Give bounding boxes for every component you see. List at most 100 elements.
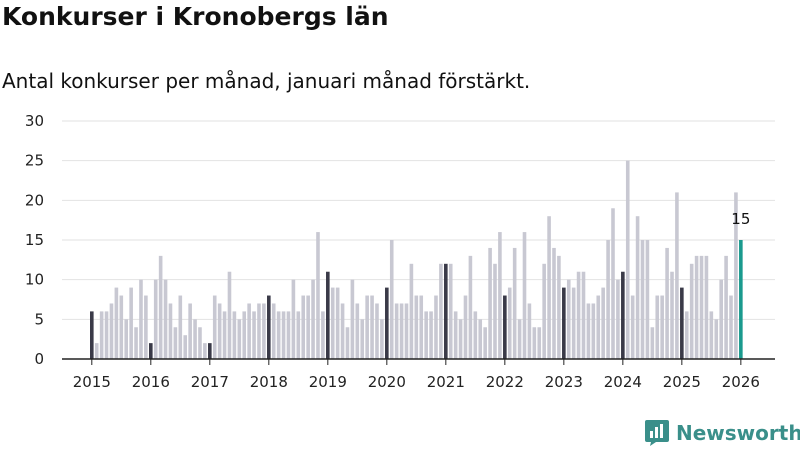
bar (276, 311, 281, 359)
bar (414, 295, 419, 359)
bar (227, 271, 232, 359)
bar (537, 327, 542, 359)
bar (635, 216, 640, 359)
bar (542, 263, 546, 359)
newsworthy-logo[interactable]: Newsworthy (644, 419, 800, 447)
y-tick-label: 10 (25, 271, 44, 289)
bar (684, 311, 689, 359)
y-tick-label: 30 (25, 112, 44, 130)
bar (493, 263, 497, 359)
bar (109, 303, 114, 359)
bar (183, 335, 188, 359)
y-tick-label: 15 (25, 231, 44, 249)
bar (473, 311, 478, 359)
bar-january (562, 287, 566, 359)
bar (640, 240, 645, 359)
bar (419, 295, 424, 359)
bar (188, 303, 192, 359)
x-tick-label: 2021 (427, 373, 465, 391)
bar (212, 295, 217, 359)
bar (316, 232, 320, 359)
bar (724, 255, 728, 359)
bar (394, 303, 399, 359)
bar (571, 287, 576, 359)
bar (257, 303, 261, 359)
bar (286, 311, 291, 359)
bar (606, 240, 610, 359)
bar (576, 271, 581, 359)
bar (522, 232, 527, 359)
bar (699, 255, 704, 359)
bar (94, 343, 99, 359)
bar (586, 303, 591, 359)
bar (124, 319, 129, 359)
bar (483, 327, 487, 359)
bar (232, 311, 237, 359)
chart-title: Konkurser i Kronobergs län (2, 2, 389, 31)
bar (630, 295, 635, 359)
chart-subtitle: Antal konkurser per månad, januari månad… (2, 69, 531, 93)
x-tick-label: 2017 (191, 373, 229, 391)
bar (532, 327, 537, 359)
bar (144, 295, 148, 359)
bar (311, 279, 315, 359)
bar (173, 327, 178, 359)
bar (163, 279, 168, 359)
bar (262, 303, 266, 359)
x-tick-label: 2016 (132, 373, 170, 391)
bar (330, 287, 335, 359)
x-axis-ticks: 2015 2016 2017 2018 2019 2020 2021 2022 2023 2024… (73, 359, 760, 391)
bar (670, 271, 674, 359)
bar (380, 319, 384, 359)
bar (134, 327, 138, 359)
bar (129, 287, 133, 359)
bar (252, 311, 256, 359)
bar (694, 255, 699, 359)
x-tick-label: 2019 (309, 373, 347, 391)
bar-january (680, 287, 684, 359)
bar (409, 263, 414, 359)
bar (704, 255, 709, 359)
bar (355, 303, 360, 359)
bar (291, 279, 296, 359)
x-tick-label: 2025 (663, 373, 701, 391)
bar (439, 263, 443, 359)
bar (734, 192, 738, 359)
bar (645, 240, 650, 359)
bar (217, 303, 222, 359)
bar (660, 295, 664, 359)
bar (557, 255, 561, 359)
x-tick-label: 2024 (604, 373, 642, 391)
bar (222, 311, 227, 359)
bar (650, 327, 655, 359)
bar-january (444, 263, 448, 359)
bar (448, 263, 453, 359)
bar-january (208, 343, 212, 359)
x-tick-label: 2015 (73, 373, 111, 391)
bar-latest (739, 240, 743, 359)
bar (458, 319, 463, 359)
bar (424, 311, 428, 359)
bar (350, 279, 355, 359)
bar (360, 319, 365, 359)
bar (193, 319, 197, 359)
y-axis-ticks: 0 5 10 15 20 25 30 (25, 112, 44, 368)
bar (153, 279, 158, 359)
bar (729, 295, 733, 359)
bar (552, 247, 556, 359)
bar (375, 303, 379, 359)
brand-name: Newsworthy (676, 421, 800, 445)
bar (453, 311, 458, 359)
bar (488, 247, 492, 359)
bar (306, 295, 310, 359)
bar-january (149, 343, 153, 359)
bar (296, 311, 301, 359)
bar (709, 311, 714, 359)
bar (198, 327, 202, 359)
bar (242, 311, 247, 359)
bar (404, 303, 409, 359)
bar-january (90, 311, 94, 359)
bar-january (503, 295, 507, 359)
bar (434, 295, 438, 359)
bar (365, 295, 369, 359)
